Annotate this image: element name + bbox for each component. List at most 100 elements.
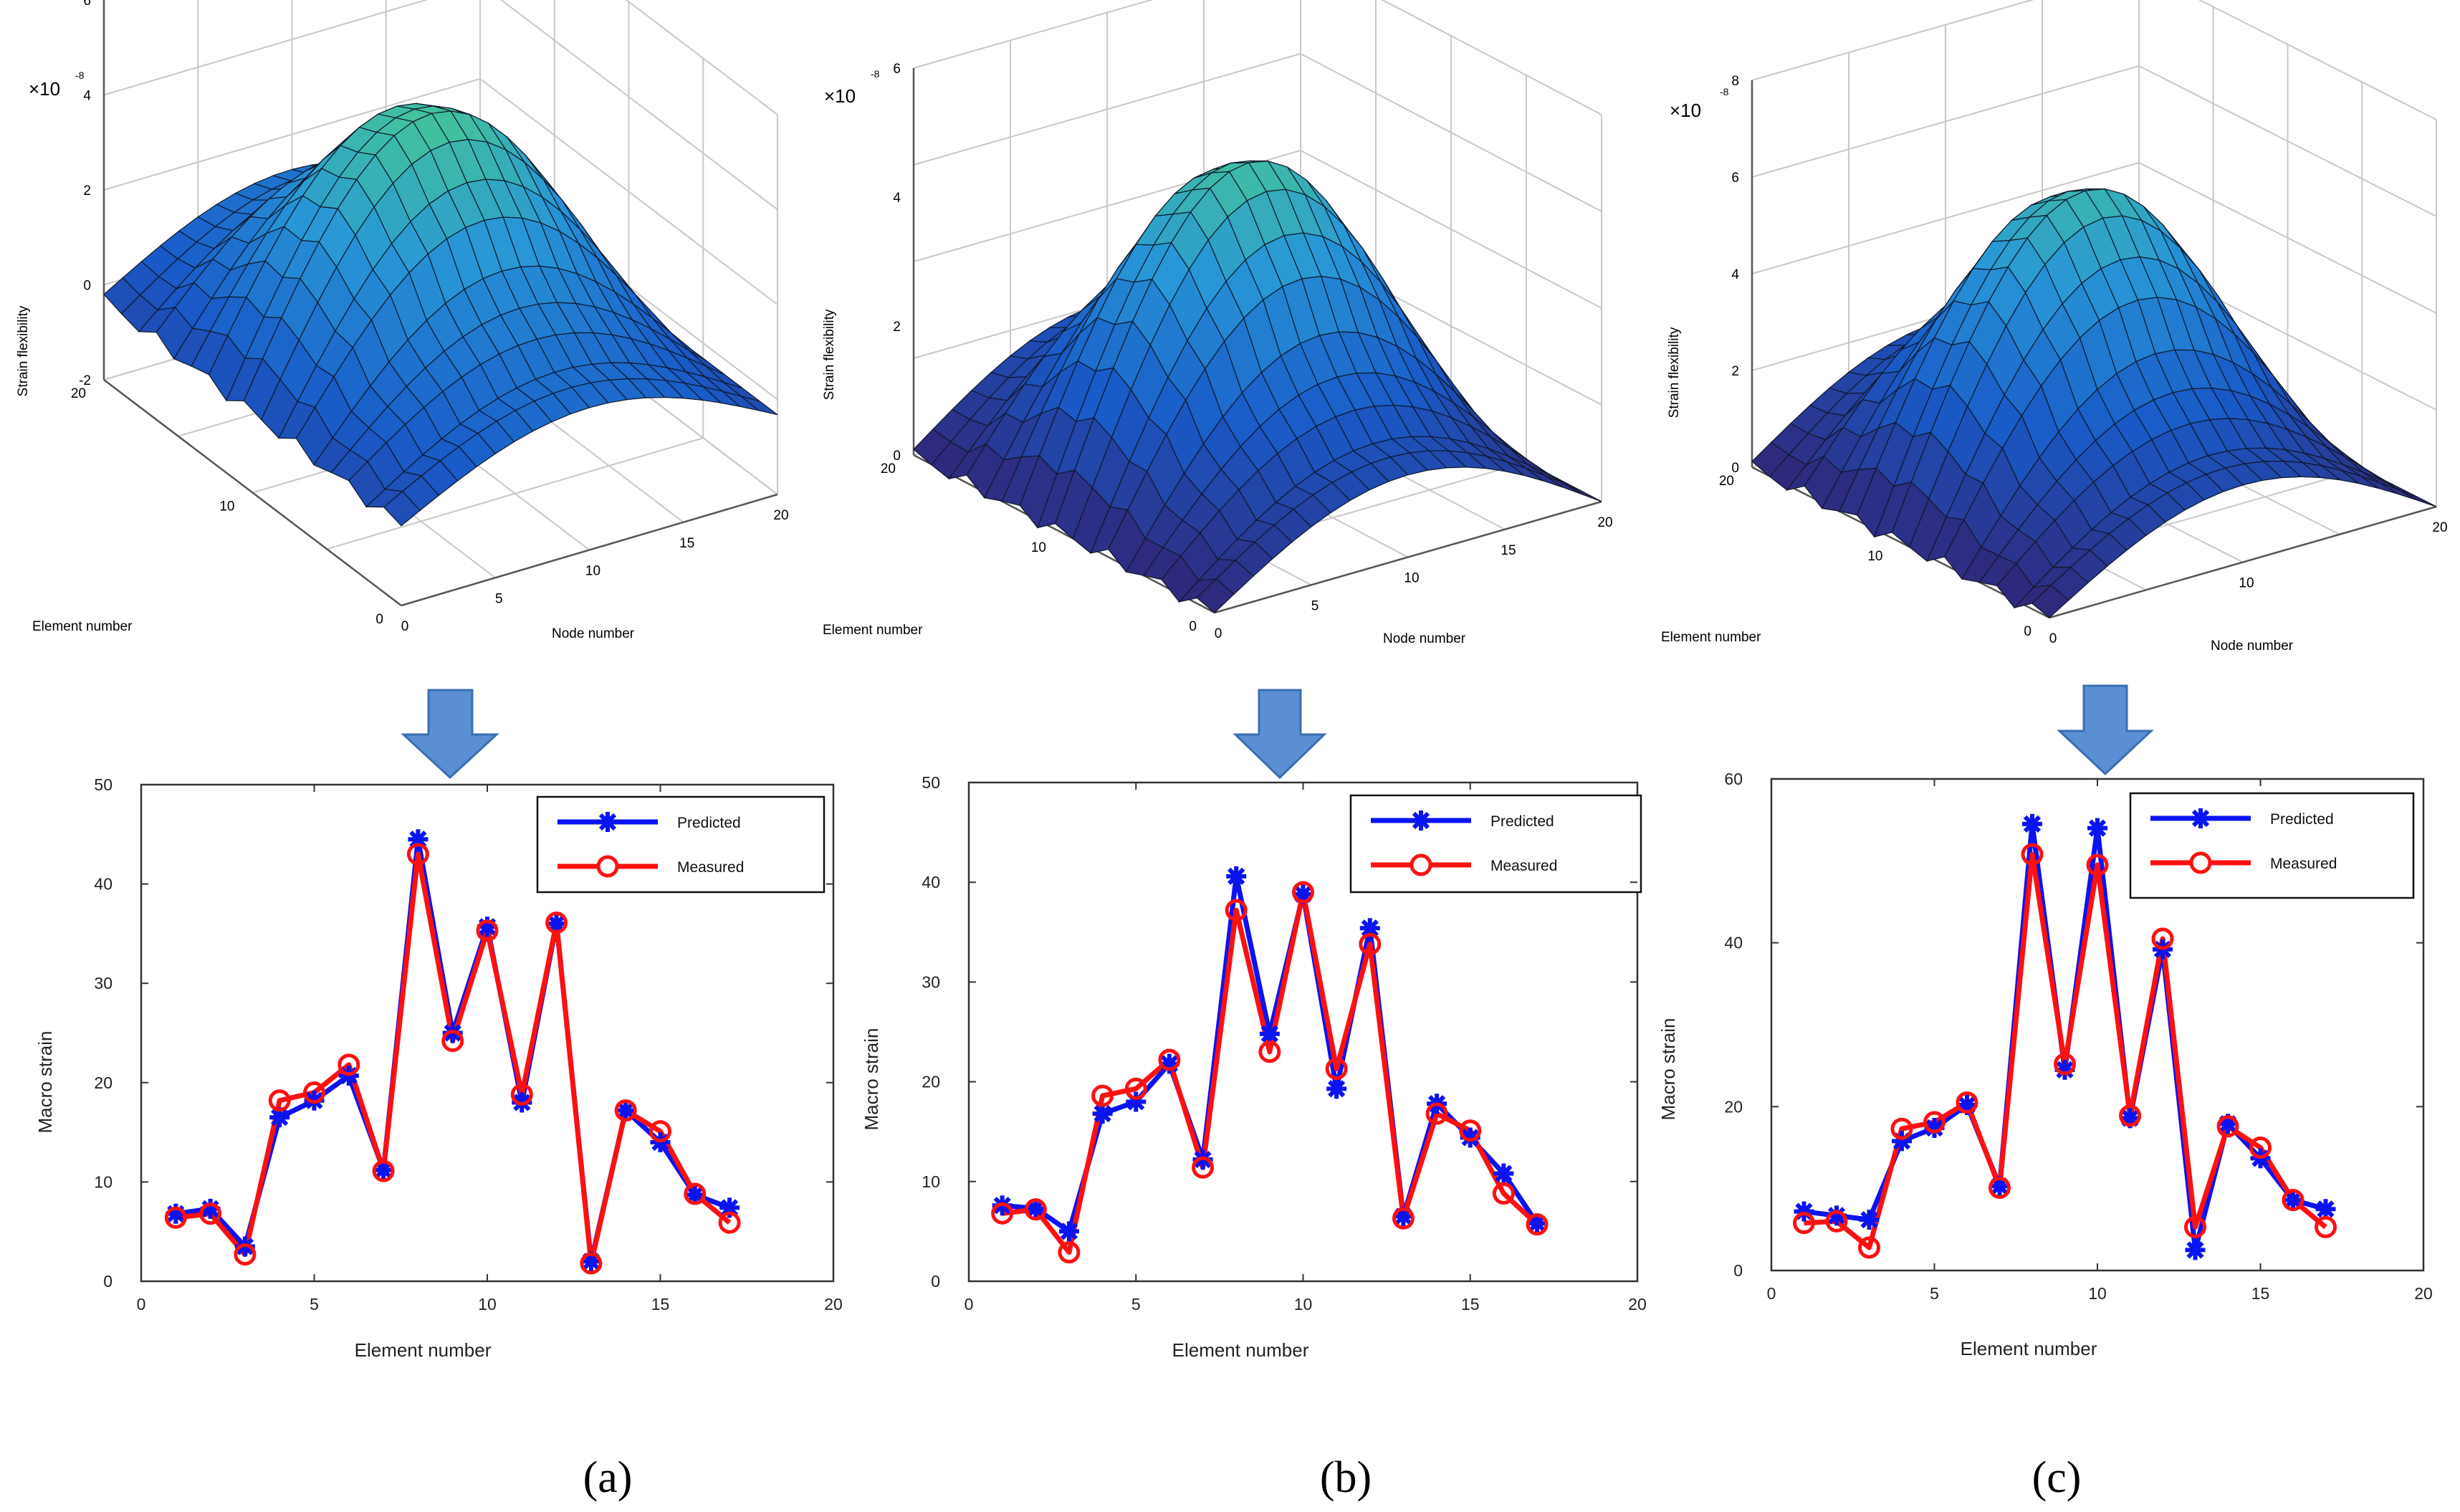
exponent-power: -8 [1720, 86, 1729, 97]
measured-point [1890, 1117, 1913, 1140]
x-tick-label: 5 [1930, 1284, 1939, 1303]
y-tick-label: 20 [922, 1073, 940, 1091]
line-chart-c: Predicted Measured 0 5 10 15 20 0 20 40 60 Elemen… [1657, 770, 2433, 1359]
node-tick-label: 20 [2432, 520, 2447, 535]
predicted-point [684, 1185, 705, 1205]
y-axis-label: Macro strain [1657, 1018, 1679, 1120]
element-tick-label: 20 [71, 386, 86, 401]
measured-point [1425, 1102, 1448, 1125]
node-tick-label: 10 [2239, 576, 2254, 591]
x-tick-label: 0 [137, 1295, 146, 1314]
y-tick-label: 30 [922, 972, 940, 991]
node-axis-label: Node number [552, 626, 635, 641]
element-tick-label: 0 [375, 612, 383, 627]
z-tick-label: 8 [1731, 74, 1739, 89]
surface-patch [740, 396, 778, 416]
measured-point [1459, 1119, 1482, 1142]
measured-point [1225, 899, 1248, 922]
y-axis-label: Macro strain [861, 1028, 882, 1130]
predicted-point [2022, 813, 2042, 834]
measured-point [199, 1202, 222, 1225]
legend-label: Predicted [677, 815, 741, 831]
measured-point [1058, 1241, 1081, 1264]
node-tick-label: 0 [401, 619, 409, 634]
predicted-point [2315, 1199, 2336, 1220]
measured-point [684, 1182, 707, 1205]
measured-point [718, 1211, 741, 1234]
predicted-point [1259, 1023, 1280, 1044]
measured-point [164, 1206, 187, 1229]
x-tick-label: 5 [1131, 1295, 1141, 1314]
legend-label: Measured [2270, 856, 2337, 872]
y-tick-label: 40 [94, 875, 113, 894]
predicted-point [373, 1159, 394, 1180]
measured-point [2216, 1115, 2239, 1138]
z-tick-label: 6 [1731, 171, 1739, 186]
node-tick-label: 20 [773, 508, 788, 523]
measured-point [303, 1081, 325, 1104]
legend-marker [596, 855, 619, 878]
surface-plot-a: -2 0 2 4 6 0 10 20 0 5 10 15 20 ×10 -8 Strain flexib… [16, 0, 789, 641]
y-tick-label: 0 [1733, 1261, 1743, 1280]
measured-point [2151, 927, 2174, 950]
measured-point [1392, 1207, 1415, 1230]
panel-caption: (b) [1320, 1453, 1372, 1502]
x-tick-label: 0 [1767, 1284, 1776, 1303]
exponent-label: ×10 [29, 78, 60, 100]
element-tick-label: 10 [1031, 540, 1046, 555]
y-tick-label: 60 [1724, 770, 1743, 788]
z-tick-label: 6 [893, 62, 901, 77]
legend-marker [2189, 851, 2212, 874]
predicted-point [477, 917, 497, 937]
measured-point [1091, 1084, 1114, 1107]
element-tick-label: 10 [219, 499, 234, 515]
predicted-point [546, 914, 567, 934]
z-tick-label: 4 [83, 89, 91, 104]
measured-point [1359, 933, 1382, 956]
line-chart-a: Predicted Measured 0 5 10 15 20 0 10 20 30 40 50 El… [34, 775, 843, 1361]
predicted-point [200, 1198, 221, 1219]
measured-point [510, 1083, 533, 1106]
legend-label: Measured [1490, 858, 1557, 874]
element-tick-label: 0 [1189, 619, 1197, 634]
predicted-point [2218, 1114, 2238, 1134]
legend-marker [598, 812, 618, 832]
measured-point [1192, 1156, 1215, 1179]
x-tick-label: 20 [1628, 1295, 1647, 1314]
panel-caption: (c) [2032, 1453, 2082, 1502]
axis-line [1214, 500, 1602, 614]
z-tick-label: 0 [1731, 461, 1739, 476]
x-tick-label: 10 [2088, 1284, 2107, 1303]
predicted-point [1126, 1091, 1147, 1112]
axis-line [401, 493, 778, 607]
element-axis-label: Element number [823, 623, 923, 638]
exponent-power: -8 [871, 68, 880, 80]
measured-point [614, 1099, 637, 1122]
measured-point [2119, 1104, 2141, 1127]
x-tick-label: 15 [2251, 1284, 2270, 1303]
predicted-point [1359, 918, 1380, 939]
measured-point [991, 1202, 1014, 1225]
y-tick-label: 20 [94, 1073, 113, 1092]
element-tick-label: 0 [2024, 624, 2031, 639]
predicted-point [2120, 1108, 2140, 1129]
legend-label: Predicted [1490, 813, 1554, 830]
exponent-label: ×10 [1670, 100, 1701, 121]
surface-patch [1564, 483, 1602, 502]
measured-point [2086, 853, 2109, 876]
node-tick-label: 15 [1501, 543, 1516, 558]
measured-point [1923, 1111, 1945, 1134]
node-tick-label: 5 [1311, 598, 1319, 613]
measured-point [1793, 1212, 1815, 1235]
node-tick-label: 0 [2049, 631, 2057, 646]
measured-point [1526, 1213, 1549, 1236]
measured-point [1158, 1048, 1181, 1071]
predicted-point [1957, 1095, 1977, 1116]
legend-marker [1411, 810, 1431, 831]
y-tick-label: 40 [922, 873, 940, 891]
predicted-point [1892, 1131, 1912, 1152]
measured-point [268, 1089, 291, 1112]
measured-point [545, 911, 568, 934]
